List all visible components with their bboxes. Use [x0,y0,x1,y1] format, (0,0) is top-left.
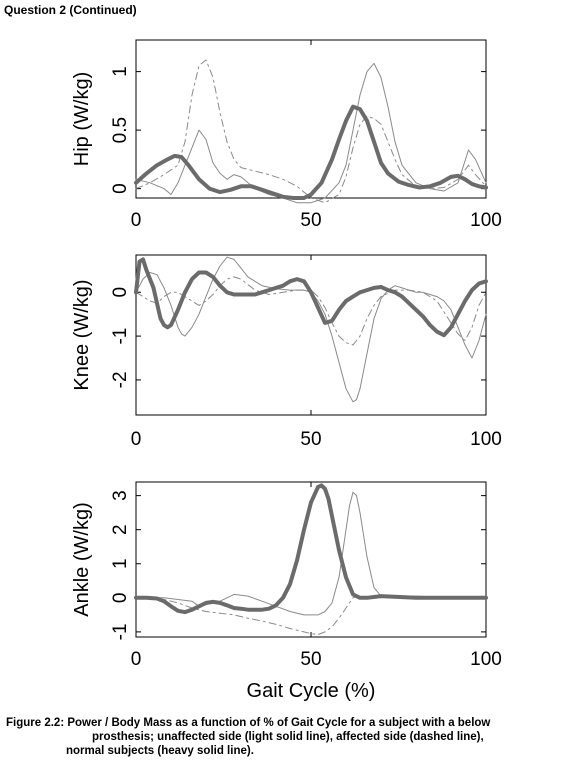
y-tick-label: 0.5 [110,117,131,143]
x-tick-label: 0 [131,210,142,231]
y-tick-label: 3 [110,490,131,501]
y-axis-label: Knee (W/kg) [71,279,93,390]
y-tick-label: 1 [110,558,131,569]
unaffected-series-line [135,491,487,616]
x-tick-label: 50 [300,649,321,670]
x-tick-label: 100 [470,429,502,450]
caption-line-2: prosthesis; unaffected side (light solid… [92,731,484,743]
x-tick-label: 0 [131,429,142,450]
x-axis-label: Gait Cycle (%) [247,680,376,702]
x-tick-label: 100 [470,649,502,670]
caption-line-3: normal subjects (heavy solid line). [66,745,254,757]
y-tick-label: 0 [110,183,131,194]
y-axis-label: Hip (W/kg) [71,72,93,166]
y-tick-label: -1 [110,623,131,640]
affected-series-line [135,59,487,204]
y-tick-label: 2 [110,524,131,535]
y-axis-label: Ankle (W/kg) [71,502,93,616]
y-tick-label: 0 [110,287,131,298]
knee-panel: 0 50 100 0 -1 -2 Knee (W/kg) [71,254,502,450]
y-tick-label: -2 [110,371,131,388]
figure-caption: Figure 2.2: Power / Body Mass as a funct… [6,716,582,758]
plot-frame [135,254,487,416]
x-tick-label: 50 [300,429,321,450]
y-tick-label: 1 [110,66,131,77]
normal-series-line [134,104,488,200]
x-tick-label: 100 [470,210,502,231]
unaffected-series-line [135,62,487,204]
normal-series-line [134,257,488,338]
y-tick-label: 0 [110,593,131,604]
normal-series-line [134,483,488,615]
unaffected-series-line [135,256,487,403]
y-tick-label: -1 [110,328,131,345]
hip-panel: 0 50 100 0 0.5 1 Hip (W/kg) [71,39,502,231]
x-tick-label: 0 [131,649,142,670]
page-heading: Question 2 (Continued) [4,3,137,17]
x-tick-label: 50 [300,210,321,231]
caption-line-1: Figure 2.2: Power / Body Mass as a funct… [6,717,491,729]
